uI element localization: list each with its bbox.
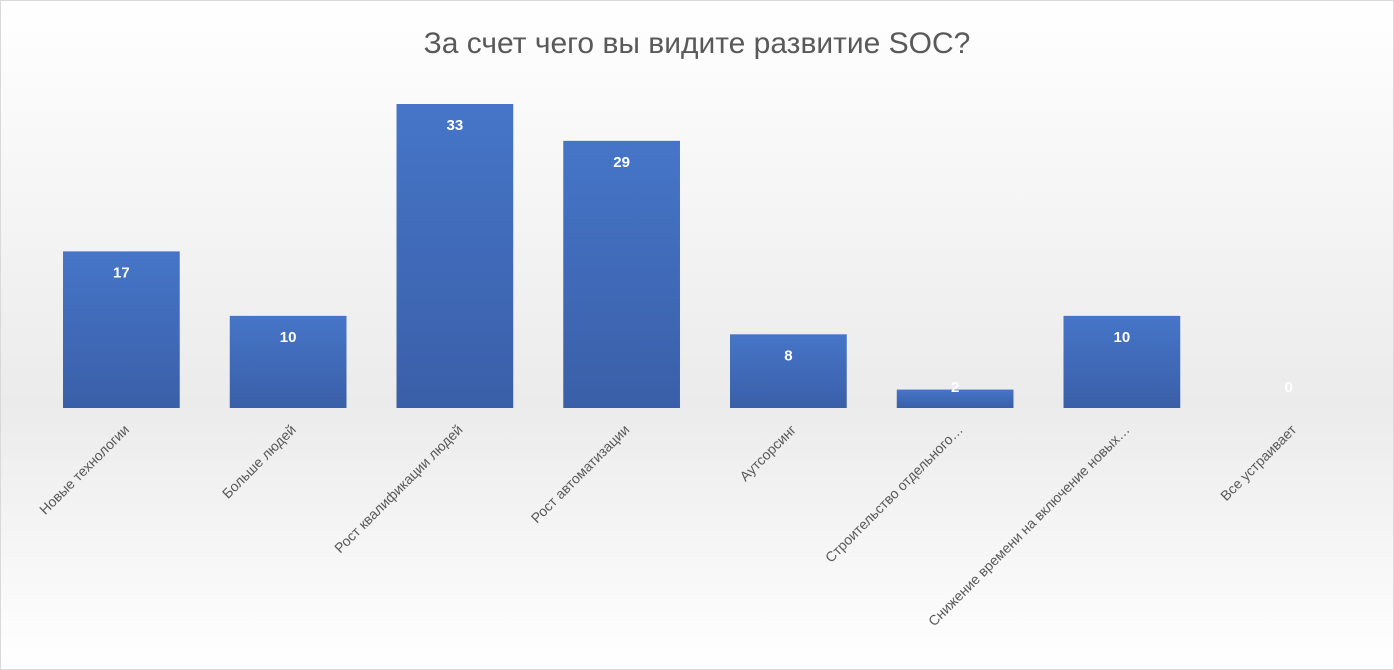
data-label: 29 [613, 154, 630, 171]
bar [229, 315, 347, 408]
bar [63, 251, 180, 408]
data-label: 10 [1114, 329, 1131, 346]
data-label: 33 [447, 117, 464, 134]
data-label: 17 [113, 264, 130, 281]
chart-title: За счет чего вы видите развитие SOC? [424, 27, 971, 60]
bar [730, 334, 847, 408]
bar [1063, 315, 1181, 408]
data-label: 2 [951, 379, 959, 396]
bar [896, 389, 1014, 408]
data-label: 10 [280, 329, 297, 346]
data-label: 0 [1284, 379, 1292, 396]
bar [396, 104, 514, 408]
data-label: 8 [784, 347, 792, 364]
bar [563, 140, 680, 408]
